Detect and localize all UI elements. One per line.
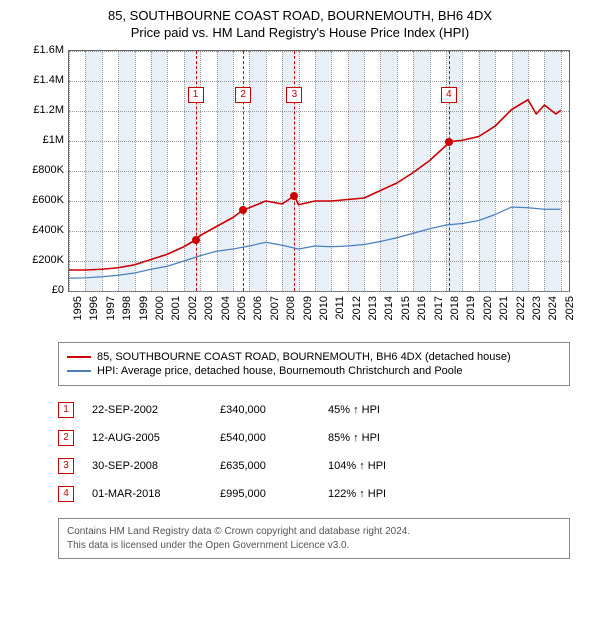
x-axis-label: 2009 (302, 296, 314, 320)
sales-date: 12-AUG-2005 (92, 432, 202, 444)
sales-row: 1 22-SEP-2002 £340,000 45% ↑ HPI (58, 396, 570, 424)
x-axis-label: 2000 (154, 296, 166, 320)
x-axis-label: 2001 (170, 296, 182, 320)
sales-idx-box: 3 (58, 458, 74, 474)
sales-price: £995,000 (220, 488, 310, 500)
x-axis-label: 2002 (187, 296, 199, 320)
y-axis-label: £1.6M (33, 44, 64, 56)
sales-row: 2 12-AUG-2005 £540,000 85% ↑ HPI (58, 424, 570, 452)
sale-marker-box: 2 (235, 87, 251, 103)
x-axis-label: 2006 (252, 296, 264, 320)
y-axis-label: £1.4M (33, 74, 64, 86)
legend-swatch (67, 356, 91, 358)
sales-row: 4 01-MAR-2018 £995,000 122% ↑ HPI (58, 480, 570, 508)
x-axis-label: 2023 (531, 296, 543, 320)
sales-pct: 45% ↑ HPI (328, 404, 438, 416)
y-axis-label: £1M (43, 134, 64, 146)
footer-box: Contains HM Land Registry data © Crown c… (58, 518, 570, 559)
series-hpi (69, 207, 561, 278)
sale-marker-box: 3 (286, 87, 302, 103)
sales-price: £635,000 (220, 460, 310, 472)
x-axis-label: 2018 (449, 296, 461, 320)
x-axis-label: 2003 (203, 296, 215, 320)
x-axis-label: 1995 (72, 296, 84, 320)
sale-marker-dot (239, 206, 247, 214)
sale-marker-box: 1 (188, 87, 204, 103)
x-axis-label: 1999 (138, 296, 150, 320)
x-axis-label: 2025 (564, 296, 576, 320)
x-axis-label: 2014 (383, 296, 395, 320)
x-axis-label: 2005 (236, 296, 248, 320)
x-axis-label: 2004 (220, 296, 232, 320)
plot-region: 1 2 3 4 (68, 50, 570, 292)
x-axis-label: 2013 (367, 296, 379, 320)
gridline-h (69, 291, 569, 292)
x-axis-label: 2016 (416, 296, 428, 320)
sales-table: 1 22-SEP-2002 £340,000 45% ↑ HPI 2 12-AUG-200… (58, 396, 570, 508)
legend-label: 85, SOUTHBOURNE COAST ROAD, BOURNEMOUTH,… (97, 351, 511, 363)
chart-title: 85, SOUTHBOURNE COAST ROAD, BOURNEMOUTH,… (10, 8, 590, 23)
x-axis-label: 2010 (318, 296, 330, 320)
y-axis-label: £200K (32, 254, 64, 266)
footer-line1: Contains HM Land Registry data © Crown c… (67, 525, 561, 539)
legend-box: 85, SOUTHBOURNE COAST ROAD, BOURNEMOUTH,… (58, 342, 570, 386)
x-axis-label: 2020 (482, 296, 494, 320)
x-axis-label: 2019 (465, 296, 477, 320)
x-axis-label: 1996 (88, 296, 100, 320)
sales-date: 22-SEP-2002 (92, 404, 202, 416)
x-axis-label: 1997 (105, 296, 117, 320)
sales-pct: 122% ↑ HPI (328, 488, 438, 500)
chart-area: 1 2 3 4 £0 £200K £400K £600K £800K £1M £1.2M £1.4M… (20, 50, 580, 330)
footer-line2: This data is licensed under the Open Gov… (67, 539, 561, 553)
legend-row: HPI: Average price, detached house, Bour… (67, 365, 561, 377)
x-axis-label: 2011 (334, 296, 346, 320)
x-axis-label: 2012 (351, 296, 363, 320)
legend-row: 85, SOUTHBOURNE COAST ROAD, BOURNEMOUTH,… (67, 351, 561, 363)
x-axis-label: 2024 (547, 296, 559, 320)
y-axis-label: £800K (32, 164, 64, 176)
y-axis-label: £400K (32, 224, 64, 236)
sales-pct: 85% ↑ HPI (328, 432, 438, 444)
x-axis-label: 2015 (400, 296, 412, 320)
chart-container: 85, SOUTHBOURNE COAST ROAD, BOURNEMOUTH,… (0, 0, 600, 569)
sales-pct: 104% ↑ HPI (328, 460, 438, 472)
x-axis-label: 1998 (121, 296, 133, 320)
sales-row: 3 30-SEP-2008 £635,000 104% ↑ HPI (58, 452, 570, 480)
y-axis-label: £0 (52, 284, 64, 296)
sales-price: £540,000 (220, 432, 310, 444)
sales-idx-box: 2 (58, 430, 74, 446)
sale-marker-box: 4 (441, 87, 457, 103)
x-axis-label: 2022 (515, 296, 527, 320)
legend-label: HPI: Average price, detached house, Bour… (97, 365, 462, 377)
x-axis-label: 2017 (433, 296, 445, 320)
x-axis-label: 2007 (269, 296, 281, 320)
sale-marker-dot (290, 192, 298, 200)
sales-idx-box: 4 (58, 486, 74, 502)
sales-date: 01-MAR-2018 (92, 488, 202, 500)
y-axis-label: £1.2M (33, 104, 64, 116)
y-axis-label: £600K (32, 194, 64, 206)
x-axis-label: 2008 (285, 296, 297, 320)
legend-swatch (67, 370, 91, 372)
series-svg (69, 51, 569, 291)
sales-idx-box: 1 (58, 402, 74, 418)
x-axis-label: 2021 (498, 296, 510, 320)
series-property (69, 100, 561, 270)
chart-subtitle: Price paid vs. HM Land Registry's House … (10, 25, 590, 40)
sale-marker-dot (192, 236, 200, 244)
sales-price: £340,000 (220, 404, 310, 416)
sale-marker-dot (445, 138, 453, 146)
sales-date: 30-SEP-2008 (92, 460, 202, 472)
